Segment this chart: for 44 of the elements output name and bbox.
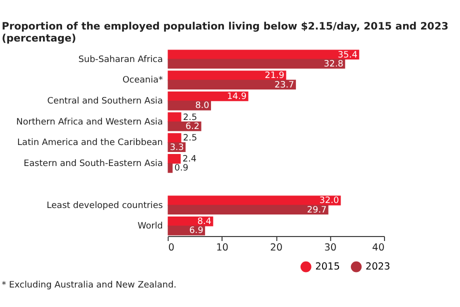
data-label: 2.5	[183, 134, 198, 144]
data-label: 35.4	[338, 50, 358, 60]
bar	[168, 100, 212, 110]
data-label: 2.5	[183, 112, 198, 123]
bar	[168, 163, 173, 173]
y-tick-label: World	[138, 222, 163, 232]
y-tick-label: Eastern and South-Eastern Asia	[24, 159, 163, 170]
data-label: 6.9	[189, 226, 204, 236]
x-tick-label: 30	[324, 242, 337, 254]
data-label: 6.2	[186, 122, 200, 132]
bar	[168, 70, 286, 80]
bar	[168, 204, 328, 215]
x-tick-label: 0	[168, 242, 174, 254]
y-tick-label: Latin America and the Caribbean	[17, 138, 163, 148]
data-label: 29.7	[306, 205, 327, 216]
bar	[168, 50, 360, 60]
data-label: 2.4	[182, 154, 197, 164]
data-label: 21.9	[264, 71, 284, 82]
legend-label: 2023	[366, 261, 390, 272]
y-tick-label: Least developed countries	[46, 200, 164, 211]
text: * Excluding Australia and New Zealand.	[2, 280, 176, 290]
data-label: 32.0	[319, 196, 340, 206]
bar	[168, 196, 341, 206]
y-tick-label: Central and Southern Asia	[47, 96, 163, 107]
data-label: 23.7	[274, 80, 294, 90]
x-tick-label: 10	[216, 242, 228, 254]
data-label: 32.8	[324, 59, 344, 70]
x-tick-label: 20	[270, 242, 283, 254]
bar	[168, 112, 182, 122]
bar	[168, 154, 181, 164]
data-label: 8.0	[195, 101, 210, 112]
y-tick-label: Sub-Saharan Africa	[78, 54, 163, 65]
x-tick-label: 40	[372, 242, 385, 254]
data-label: 14.9	[226, 92, 247, 102]
bar	[168, 133, 182, 143]
bar	[168, 58, 346, 69]
data-label: 3.3	[170, 142, 184, 153]
data-label: 0.9	[174, 164, 188, 174]
bar	[168, 80, 296, 90]
y-tick-label: Northern Africa and Western Asia	[16, 117, 163, 128]
legend-label: 2015	[315, 261, 340, 272]
y-tick-label: Oceania*	[122, 76, 164, 86]
chart-title: Proportion of the employed population living below $2.15/day, 2015 and 2023 (percentage)	[2, 22, 448, 44]
data-label: 8.4	[197, 217, 212, 228]
